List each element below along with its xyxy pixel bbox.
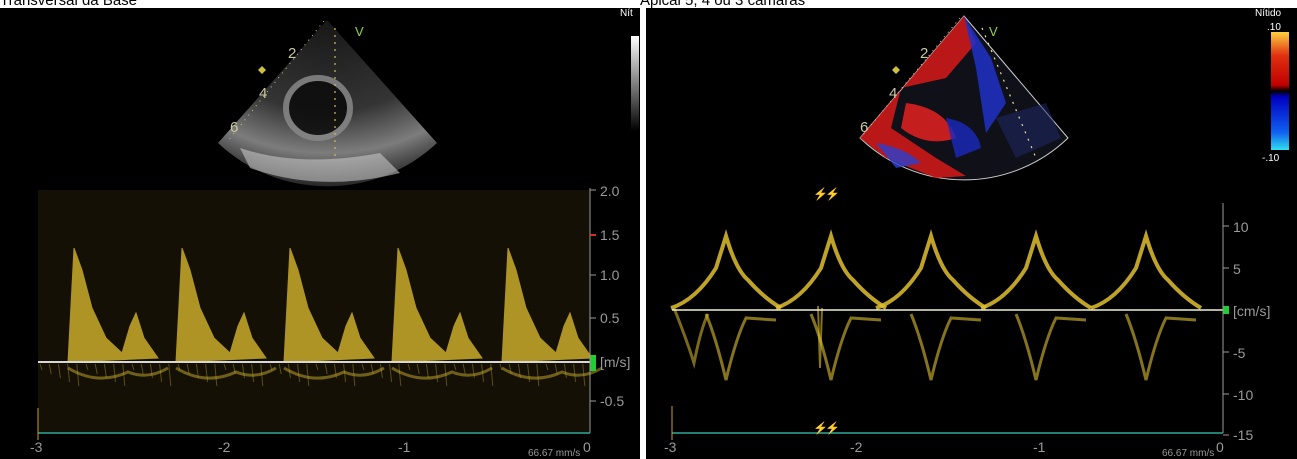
right-x-tick: 0 — [1216, 439, 1224, 455]
left-y-unit: [m/s] — [600, 354, 630, 370]
focus-marker-icon — [892, 66, 900, 74]
left-sector-marker: V — [355, 24, 364, 39]
left-sweep-speed: 66.67 mm/s — [528, 448, 580, 459]
right-scale-min: -.10 — [1262, 153, 1280, 164]
left-depth-tick: 4 — [259, 85, 267, 102]
left-spectral-area — [38, 190, 590, 433]
right-velocity-color-bar — [1271, 32, 1289, 150]
ecg-marker-icon: ⚡ — [813, 187, 828, 201]
left-y-tick: -0.5 — [600, 393, 624, 409]
right-depth-tick: 4 — [889, 85, 897, 102]
left-doppler-display: V 2 4 6 Nít 2.0 1.5 1.0 0.5 [m/s] -0.5 -… — [30, 8, 639, 459]
right-y-unit: [cm/s] — [1233, 303, 1270, 319]
right-doppler-panel: V 2 4 6 Nítido .10 -.10 ⚡ ⚡ 10 5 [cm/s] … — [646, 8, 1297, 459]
ecg-marker-icon: ⚡ — [825, 187, 840, 201]
left-depth-tick: 6 — [230, 119, 238, 136]
right-y-tick: -15 — [1233, 427, 1253, 443]
left-spectral-doppler-waveform — [39, 247, 603, 387]
right-sector-marker: V — [989, 24, 998, 39]
focus-marker-icon — [258, 66, 266, 74]
right-view-title: Apical 5, 4 ou 3 câmaras — [640, 0, 806, 9]
right-scale-max: .10 — [1267, 22, 1281, 33]
left-x-tick: 0 — [583, 439, 591, 455]
left-depth-tick: 2 — [288, 45, 296, 62]
left-scale-label: Nít — [620, 8, 633, 19]
right-y-tick: 5 — [1233, 261, 1241, 277]
right-x-tick: -2 — [850, 439, 863, 455]
ecg-marker-icon: ⚡ — [813, 421, 828, 435]
right-depth-tick: 2 — [920, 45, 928, 62]
right-baseline-marker — [1223, 306, 1229, 314]
left-x-tick: -2 — [218, 439, 231, 455]
right-scale-label: Nítido — [1255, 8, 1282, 19]
right-x-tick: -3 — [664, 439, 677, 455]
ecg-marker-icon: ⚡ — [825, 421, 840, 435]
right-depth-tick: 6 — [860, 119, 868, 136]
right-sweep-speed: 66.67 mm/s — [1162, 448, 1214, 459]
left-y-tick: 2.0 — [600, 183, 620, 199]
left-y-tick: 0.5 — [600, 310, 620, 326]
left-grayscale-bar — [631, 36, 639, 131]
right-spectral-doppler-waveform — [670, 229, 1203, 381]
right-doppler-display: V 2 4 6 Nítido .10 -.10 ⚡ ⚡ 10 5 [cm/s] … — [664, 8, 1289, 459]
right-color-doppler-sector — [859, 15, 1069, 181]
right-y-tick: 10 — [1233, 219, 1249, 235]
left-2d-sector-image — [218, 20, 437, 187]
left-baseline-marker — [590, 355, 596, 371]
left-doppler-panel: V 2 4 6 Nít 2.0 1.5 1.0 0.5 [m/s] -0.5 -… — [0, 8, 640, 459]
right-y-tick: -10 — [1233, 387, 1253, 403]
right-y-tick: -5 — [1233, 345, 1246, 361]
left-view-title: Transversal da Base — [0, 0, 138, 9]
right-x-tick: -1 — [1033, 439, 1046, 455]
left-y-tick: 1.0 — [600, 267, 620, 283]
left-x-tick: -1 — [398, 439, 411, 455]
left-x-tick: -3 — [30, 439, 43, 455]
left-y-tick: 1.5 — [600, 227, 620, 243]
